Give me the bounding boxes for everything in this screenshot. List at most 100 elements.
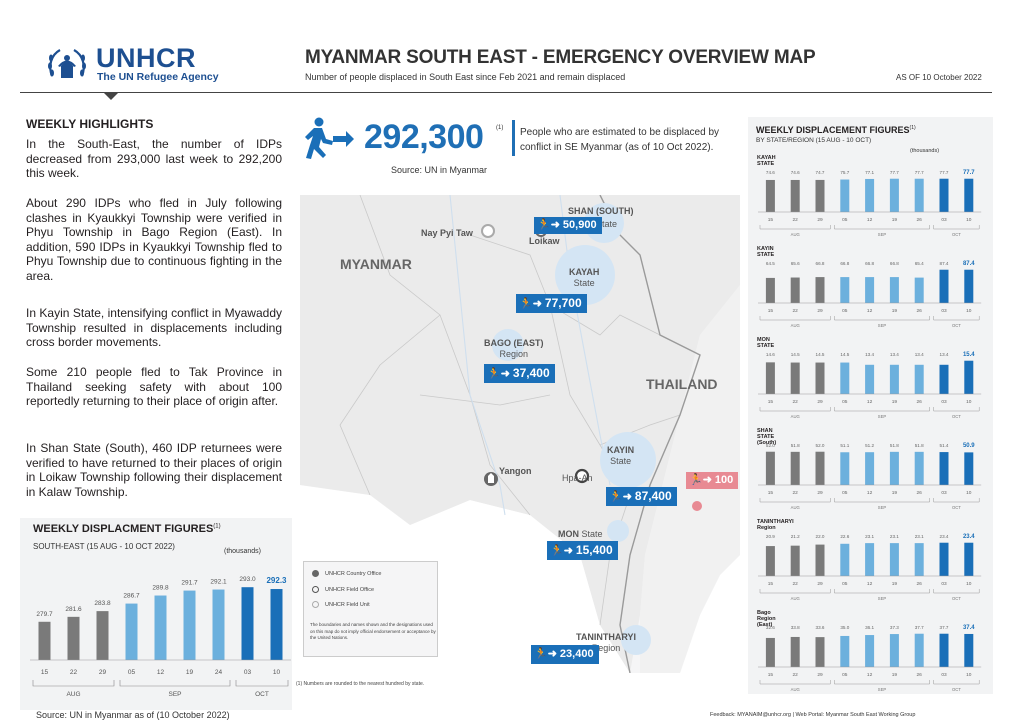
state-bar [914,633,924,667]
state-value-label: 15.4 [963,352,975,358]
map[interactable]: MYANMAR THAILAND Nay Pyi Taw Loikaw Yang… [300,195,740,673]
southeast-bar [241,587,254,660]
state-bar [840,543,850,576]
state-tick-label: 12 [867,308,873,314]
state-tick-label: 19 [892,490,898,496]
state-value-label: 51.2 [865,443,874,448]
state-value-label: 64.5 [766,261,775,266]
state-value-label: 13.4 [915,352,924,357]
state-tick-label: 19 [892,399,898,405]
state-tick-label: 03 [941,217,947,223]
state-bar [939,178,949,212]
state-month-label: AUG [791,687,800,692]
state-month-bracket [759,225,831,230]
state-bar [914,178,924,212]
state-tick-label: 12 [867,217,873,223]
state-tick-label: 29 [817,490,823,496]
southeast-value-label: 286.7 [123,593,140,600]
southeast-chart-units: (thousands) [224,548,261,555]
state-tick-label: 05 [842,672,848,678]
southeast-tick-label: 24 [215,669,223,676]
state-bar [815,277,825,303]
highlight-paragraph: About 290 IDPs who fled in July followin… [26,196,282,283]
state-value-label: 37.7 [915,625,924,630]
badge-bago[interactable]: 🏃➜ 37,400 [484,364,555,383]
state-bar [889,634,899,667]
state-tick-label: 19 [892,672,898,678]
displaced-person-icon: 🏃➜ [537,219,560,231]
state-value-label: 36.1 [865,625,874,630]
state-value-label: 52.0 [766,443,775,448]
state-tick-label: 10 [966,308,972,314]
badge-kayin[interactable]: 🏃➜ 87,400 [606,487,677,506]
state-bar-chart: 64.5 15 65.6 22 66.8 29 66.8 05 66.8 12 66.8 19 65.4… [758,261,982,328]
state-bar [889,178,899,212]
state-month-label: AUG [791,596,800,601]
state-bar [865,277,875,303]
region-label-tanintharyi: TANINTHARYI Region [576,632,636,653]
state-value-label: 51.8 [915,443,924,448]
state-bar [889,543,899,576]
badge-mon[interactable]: 🏃➜ 15,400 [547,541,618,560]
badge-shan[interactable]: 🏃➜ 50,900 [534,217,602,234]
state-month-bracket [933,680,980,685]
footer-source: Source: UN in Myanmar as of (10 October … [36,710,230,720]
state-chart-title: KAYIN STATE [757,246,775,258]
state-bar [964,452,974,485]
state-value-label: 51.1 [840,443,849,448]
state-value-label: 14.5 [816,352,825,357]
state-value-label: 23.1 [890,534,899,539]
state-value-label: 33.8 [791,625,800,630]
state-value-label: 51.8 [791,443,800,448]
state-value-label: 32.6 [766,625,775,630]
state-month-bracket [933,498,980,503]
region-label-kayin: KAYIN State [607,445,635,466]
state-bar [865,178,875,212]
state-bar [840,635,850,667]
state-month-label: SEP [878,414,887,419]
state-month-label: SEP [878,505,887,510]
footer-feedback: Feedback: MYANAIM@unhcr.org | Web Portal… [710,712,916,718]
state-bar [964,360,974,394]
state-value-label: 51.8 [890,443,899,448]
southeast-chart-subtitle: SOUTH-EAST (15 AUG - 10 OCT 2022) [33,542,175,551]
state-bar [939,542,949,576]
state-value-label: 87.4 [940,261,949,266]
state-tick-label: 10 [966,672,972,678]
highlight-paragraph: Some 210 people fled to Tak Province in … [26,365,282,408]
state-bar [939,269,949,303]
state-month-bracket [759,316,831,321]
state-value-label: 74.7 [816,170,825,175]
state-bar [964,633,974,667]
state-bar [865,543,875,576]
southeast-tick-label: 03 [244,669,252,676]
badge-tanintharyi[interactable]: 🏃➜ 23,400 [531,645,599,664]
badge-kayah[interactable]: 🏃➜ 77,700 [516,294,587,313]
state-bar [914,364,924,394]
southeast-month-label: SEP [168,691,181,698]
state-month-label: OCT [952,414,961,419]
displaced-person-icon: 🏃➜ [487,368,510,380]
state-tick-label: 15 [768,308,774,314]
state-bar [914,543,924,576]
state-month-bracket [759,407,831,412]
state-value-label: 23.1 [865,534,874,539]
southeast-month-label: AUG [66,691,80,698]
displaced-person-icon: 🏃➜ [609,491,632,503]
state-month-bracket [834,498,930,503]
state-value-label: 14.5 [791,352,800,357]
state-tick-label: 12 [867,672,873,678]
city-hpa-an: Hpa-An [562,473,593,483]
state-value-label: 33.6 [816,625,825,630]
city-yangon: Yangon [499,466,532,476]
state-month-label: OCT [952,505,961,510]
state-bar [765,277,775,303]
state-value-label: 37.3 [890,625,899,630]
state-value-label: 77.7 [915,170,924,175]
state-bar-chart: 32.6 15 33.8 22 33.6 29 35.0 05 36.1 12 37.3 19 37.7… [758,625,982,692]
southeast-tick-label: 15 [41,669,49,676]
state-value-label: 14.5 [840,352,849,357]
state-tick-label: 05 [842,490,848,496]
as-of-date: AS OF 10 October 2022 [896,73,982,82]
badge-thailand[interactable]: 🏃➜ 100 [686,472,739,489]
